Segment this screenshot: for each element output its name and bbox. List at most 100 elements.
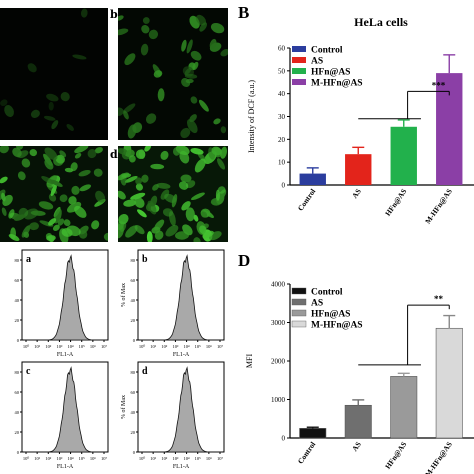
flow-xtick-label: 10⁵ — [195, 456, 202, 461]
micrograph-b-cells — [118, 14, 228, 139]
micrograph-c-cells — [0, 146, 108, 242]
cell — [132, 122, 143, 133]
cell — [43, 115, 56, 121]
flow-histogram — [24, 254, 107, 341]
y-tick-label: 10 — [278, 159, 286, 167]
chart-title: HeLa cells — [354, 15, 408, 29]
flow-xtick-label: 10⁰ — [139, 344, 146, 349]
cell — [0, 189, 6, 201]
cell — [162, 208, 174, 217]
cell — [30, 109, 40, 119]
cell — [55, 154, 66, 164]
flow-xtick-label: 10⁵ — [79, 456, 86, 461]
cell — [141, 174, 149, 183]
flow-xtick-label: 10¹ — [34, 344, 41, 349]
flow-ytick-label: 80 — [15, 370, 20, 375]
x-tick-label: M-HFn@AS — [423, 440, 454, 474]
flow-xtick-label: 10³ — [56, 344, 63, 349]
flow-xlabel: FL1-A — [57, 464, 74, 470]
cell — [202, 230, 214, 239]
legend-label: AS — [311, 57, 323, 67]
cell — [44, 159, 54, 170]
cell — [154, 230, 164, 240]
flow-xtick-label: 10⁰ — [23, 456, 30, 461]
flow-xtick-label: 10² — [45, 344, 52, 349]
cell — [135, 149, 146, 159]
flow-xtick-label: 10² — [161, 344, 168, 349]
flow-ytick-label: 40 — [15, 410, 20, 415]
cell — [145, 113, 157, 124]
cell — [172, 147, 181, 156]
cell — [152, 184, 159, 191]
flow-ytick-label: 40 — [15, 298, 20, 303]
legend-label: Control — [311, 288, 343, 298]
cell — [14, 214, 26, 221]
x-tick-label: HFn@AS — [383, 187, 408, 218]
cell — [118, 190, 126, 200]
cell — [87, 149, 97, 159]
flow-xtick-label: 10⁵ — [195, 344, 202, 349]
legend-label: Control — [311, 46, 343, 56]
cell — [0, 176, 8, 184]
cell — [8, 209, 15, 219]
micrograph-a — [0, 8, 108, 140]
cell — [198, 99, 209, 112]
cell — [181, 201, 191, 211]
flow-xtick-label: 10⁰ — [23, 344, 30, 349]
cell — [21, 158, 31, 168]
cell — [199, 22, 208, 32]
cell — [118, 214, 129, 225]
flow-panel-label: a — [26, 254, 31, 265]
flow-panel-label: d — [142, 366, 148, 377]
flow-ytick-label: 60 — [15, 278, 20, 283]
cell — [118, 107, 124, 116]
legend-swatch — [291, 287, 307, 295]
cell — [57, 218, 65, 226]
flow-xlabel: FL1-A — [173, 464, 190, 470]
cell — [160, 150, 169, 160]
flow-ytick-label: 80 — [15, 258, 20, 263]
flow-ytick-label: 0 — [17, 450, 20, 455]
flow-ylabel: % of Max — [120, 283, 127, 307]
cell — [0, 146, 9, 154]
cell — [184, 73, 198, 79]
cell — [48, 193, 57, 202]
cell — [27, 63, 37, 73]
flow-ytick-label: 20 — [15, 318, 20, 323]
cell — [141, 24, 150, 34]
y-tick-label: 2000 — [271, 358, 286, 366]
cell — [8, 234, 20, 241]
flow-xtick-label: 10⁷ — [217, 344, 224, 349]
cell — [213, 118, 221, 125]
cell — [199, 225, 207, 235]
flow-xtick-label: 10⁴ — [68, 344, 75, 349]
legend-swatch — [291, 309, 307, 317]
bar-AS — [345, 154, 372, 185]
flow-ytick-label: 40 — [131, 410, 136, 415]
cell — [30, 210, 46, 216]
flow-ytick-label: 20 — [15, 430, 20, 435]
micrograph-d-cells — [118, 146, 227, 242]
cell — [66, 225, 81, 237]
cell — [48, 236, 55, 242]
cell — [48, 218, 57, 226]
x-tick-label: AS — [350, 187, 363, 200]
x-tick-label: M-HFn@AS — [423, 187, 454, 226]
flow-xtick-label: 10⁶ — [206, 456, 213, 461]
cell — [118, 148, 129, 155]
micrograph-label-d: d — [110, 148, 118, 161]
cell — [78, 230, 88, 239]
cell — [125, 225, 138, 238]
cell — [203, 209, 214, 218]
legend-label: M-HFn@AS — [311, 321, 363, 331]
cell — [148, 29, 159, 40]
y-tick-label: 60 — [278, 45, 286, 53]
cell — [181, 77, 191, 88]
flow-ytick-label: 20 — [131, 430, 136, 435]
cell — [142, 17, 150, 24]
flow-xtick-label: 10¹ — [150, 456, 157, 461]
legend-swatch — [292, 57, 306, 63]
flow-xtick-label: 10⁴ — [184, 344, 191, 349]
